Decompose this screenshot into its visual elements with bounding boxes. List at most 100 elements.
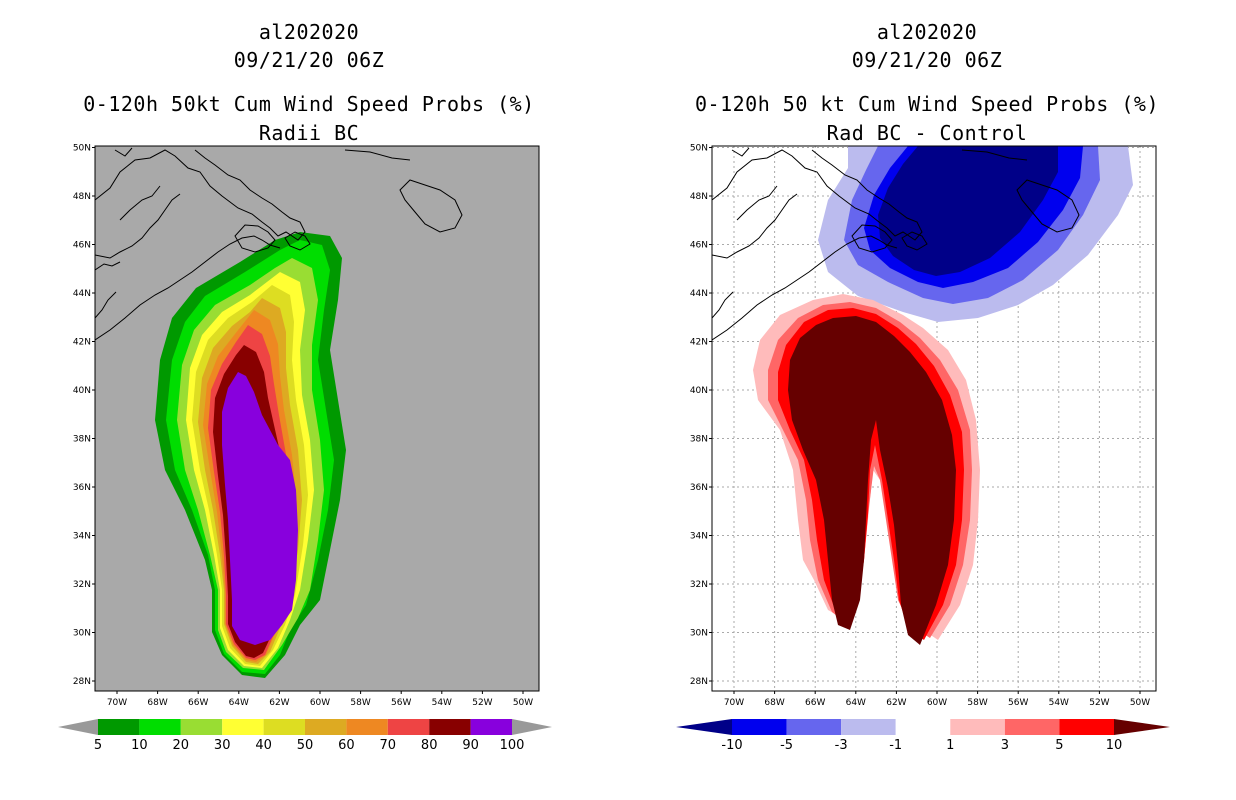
diff-pos-10 (788, 316, 956, 645)
right-title: 0-120h 50 kt Cum Wind Speed Probs (%) (694, 92, 1160, 116)
left-colorbar-box (387, 719, 430, 735)
lon-tick-label: 66W (188, 698, 208, 708)
lat-tick-label: 40N (73, 386, 91, 396)
left-subtitle: Radii BC (258, 121, 360, 145)
lon-tick-label: 68W (147, 698, 167, 708)
lat-tick-label: 36N (73, 483, 91, 493)
lon-tick-label: 50W (513, 698, 533, 708)
lat-tick-label: 46N (73, 241, 91, 251)
right-coastlines (712, 147, 1080, 341)
contour-100 (222, 372, 298, 645)
lon-tick-label: 66W (805, 698, 825, 708)
lat-tick-label: 38N (690, 435, 708, 445)
left-lon-axis: 70W 68W 66W 64W 62W 60W 58W 56W 54W 52W 50W (107, 691, 533, 708)
right-colorbar-box (841, 719, 896, 735)
right-map-panel: al202020 09/21/20 06Z 0-120h 50 kt Cum W… (618, 0, 1236, 800)
left-colorbar-label: 60 (338, 738, 355, 753)
lat-tick-label: 42N (73, 338, 91, 348)
lon-tick-label: 50W (1130, 698, 1150, 708)
left-title: 0-120h 50kt Cum Wind Speed Probs (%) (83, 92, 535, 116)
lat-tick-label: 34N (690, 532, 708, 542)
right-colorbar-under (676, 719, 732, 735)
lon-tick-label: 52W (1089, 698, 1109, 708)
right-colorbar-box (1059, 719, 1114, 735)
left-colorbar-label: 10 (131, 738, 148, 753)
right-lat-axis: 28N 30N 32N 34N 36N 38N 40N 42N 44N 46N 48N 50N (690, 144, 712, 687)
lon-tick-label: 60W (927, 698, 947, 708)
lon-tick-label: 54W (432, 698, 452, 708)
lon-tick-label: 56W (1008, 698, 1028, 708)
left-colorbar-label: 20 (173, 738, 190, 753)
lat-tick-label: 28N (73, 677, 91, 687)
lon-tick-label: 64W (229, 698, 249, 708)
right-map-frame (711, 145, 1157, 692)
lon-tick-label: 52W (472, 698, 492, 708)
right-colorbar-label: 10 (1106, 738, 1123, 753)
lat-tick-label: 48N (690, 192, 708, 202)
left-colorbar-label: 70 (380, 738, 397, 753)
lat-tick-label: 50N (690, 144, 708, 154)
right-colorbar-box (950, 719, 1005, 735)
right-colorbar-box (1004, 719, 1060, 735)
right-colorbar-label: -5 (780, 738, 793, 753)
right-storm-id: al202020 (876, 20, 978, 44)
lat-tick-label: 40N (690, 386, 708, 396)
left-colorbar-box (470, 719, 512, 735)
left-colorbar-box (98, 719, 140, 735)
right-lon-axis: 70W 68W 66W 64W 62W 60W 58W 56W 54W 52W 50W (724, 691, 1150, 708)
lon-tick-label: 60W (310, 698, 330, 708)
left-colorbar-box (222, 719, 264, 735)
right-colorbar-box (732, 719, 787, 735)
lat-tick-label: 28N (690, 677, 708, 687)
right-datetime: 09/21/20 06Z (851, 48, 1003, 72)
lat-tick-label: 42N (690, 338, 708, 348)
left-map-frame (94, 145, 540, 692)
lon-tick-label: 58W (967, 698, 987, 708)
left-lat-axis: 28N 30N 32N 34N 36N 38N 40N 42N 44N 46N 48N 50N (73, 144, 95, 687)
left-colorbar-box (305, 719, 347, 735)
lat-tick-label: 38N (73, 435, 91, 445)
lon-tick-label: 62W (269, 698, 289, 708)
lon-tick-label: 56W (391, 698, 411, 708)
left-map-svg: 28N 30N 32N 34N 36N 38N 40N 42N 44N 46N 48N 50N 70W… (58, 144, 552, 753)
left-colorbar-label: 40 (255, 738, 272, 753)
right-colorbar-label: 3 (1001, 738, 1009, 753)
left-colorbar-box (139, 719, 181, 735)
left-colorbar-label: 90 (462, 738, 479, 753)
lon-tick-label: 54W (1049, 698, 1069, 708)
lon-tick-label: 58W (350, 698, 370, 708)
lat-tick-label: 50N (73, 144, 91, 154)
right-colorbar-box (786, 719, 842, 735)
left-colorbar-under (58, 719, 98, 735)
right-colorbar-label: -3 (835, 738, 848, 753)
left-colorbar-box (429, 719, 471, 735)
left-colorbar-label: 5 (94, 738, 102, 753)
lat-tick-label: 34N (73, 532, 91, 542)
right-colorbar-box (895, 719, 951, 735)
left-datetime: 09/21/20 06Z (233, 48, 385, 72)
right-colorbar-label: 5 (1055, 738, 1063, 753)
lat-tick-label: 44N (73, 289, 91, 299)
right-colorbar-label: -10 (721, 738, 742, 753)
right-map-svg: 28N 30N 32N 34N 36N 38N 40N 42N 44N 46N 48N 50N 70W… (676, 144, 1170, 753)
left-colorbar-box (180, 719, 223, 735)
right-colorbar-label: -1 (889, 738, 902, 753)
lon-tick-label: 62W (886, 698, 906, 708)
lon-tick-label: 68W (764, 698, 784, 708)
lat-tick-label: 46N (690, 241, 708, 251)
left-colorbar: 5 10 20 30 40 50 60 70 80 90 100 (58, 719, 552, 753)
lat-tick-label: 44N (690, 289, 708, 299)
lon-tick-label: 64W (846, 698, 866, 708)
left-storm-id: al202020 (258, 20, 360, 44)
lat-tick-label: 36N (690, 483, 708, 493)
diff-neg-10 (878, 146, 1058, 276)
left-colorbar-over (512, 719, 552, 735)
left-map-panel: al202020 09/21/20 06Z 0-120h 50kt Cum Wi… (58, 20, 552, 753)
right-colorbar-over (1114, 719, 1170, 735)
left-probability-contours (95, 147, 463, 678)
lat-tick-label: 48N (73, 192, 91, 202)
left-colorbar-label: 30 (214, 738, 231, 753)
lon-tick-label: 70W (107, 698, 127, 708)
left-colorbar-label: 80 (421, 738, 438, 753)
right-subtitle: Rad BC - Control (826, 121, 1028, 145)
